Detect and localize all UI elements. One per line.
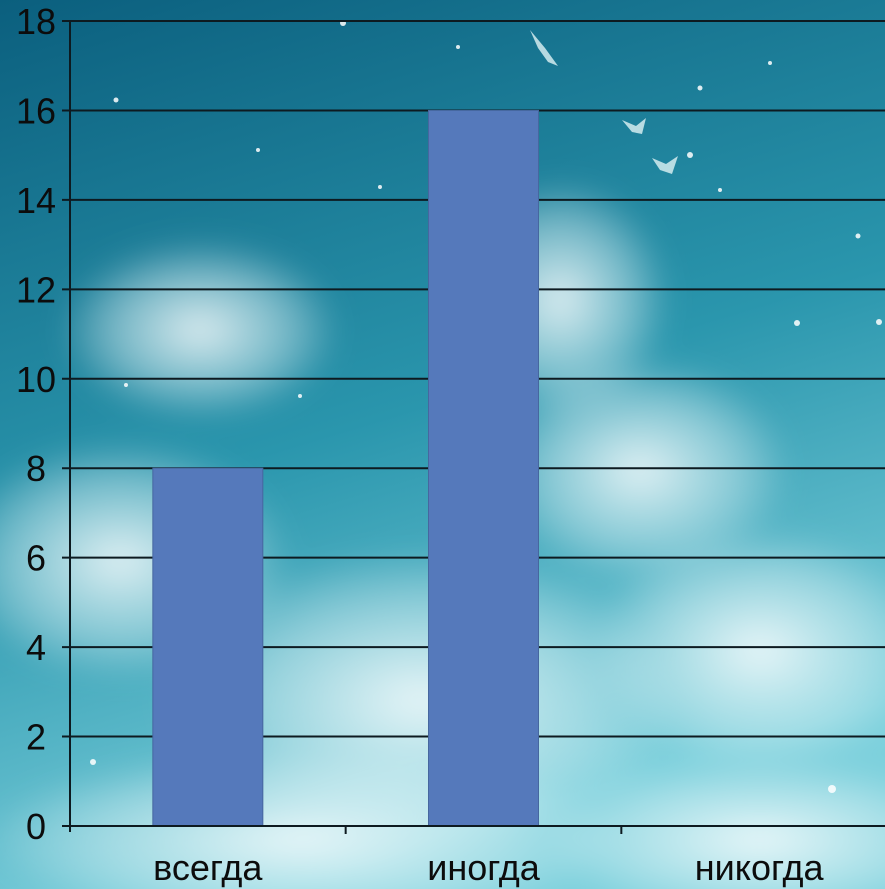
x-category-label: иногда [427,847,541,888]
bar-2 [428,109,539,827]
y-tick-label: 4 [26,627,46,668]
y-tick-label: 16 [16,90,56,131]
y-tick-label: 6 [26,538,46,579]
y-tick-label: 8 [26,448,46,489]
bars [152,109,539,827]
y-tick-label: 18 [16,1,56,42]
bird-silhouettes [530,30,678,174]
y-tick-label: 2 [26,717,46,758]
stars [90,20,882,793]
y-tick-label: 10 [16,359,56,400]
y-tick-label: 14 [16,180,56,221]
x-category-label: всегда [153,847,263,888]
bar-1 [152,467,264,827]
y-tick-label: 12 [16,269,56,310]
y-tick-label: 0 [26,806,46,847]
x-category-label: никогда [695,847,825,888]
y-axis-tick-labels: 0 2 4 6 8 10 12 14 16 18 [16,1,56,847]
x-axis-category-labels: всегда иногда никогда [153,847,824,888]
axes [62,21,885,834]
